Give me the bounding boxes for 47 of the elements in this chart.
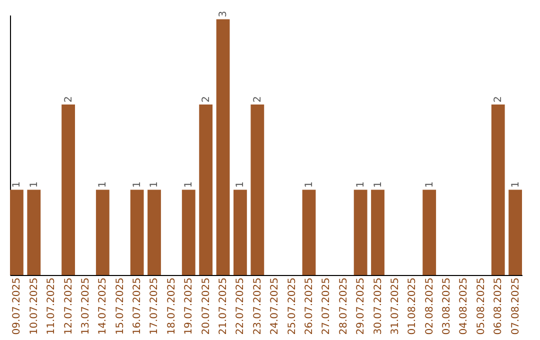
data-label: 1 xyxy=(149,181,160,188)
data-label: 1 xyxy=(372,181,384,188)
x-tick-label: 01.08.2025 xyxy=(407,278,418,335)
data-label: 1 xyxy=(235,181,246,188)
x-tick-label: 22.07.2025 xyxy=(235,278,246,335)
x-tick-label: 09.07.2025 xyxy=(12,278,23,335)
data-label: 1 xyxy=(424,181,436,188)
x-tick-label: 24.07.2025 xyxy=(270,278,281,335)
data-label: 1 xyxy=(184,181,195,188)
data-label: 3 xyxy=(218,10,230,18)
x-tick-label: 06.08.2025 xyxy=(493,278,504,335)
x-tick-label: 17.07.2025 xyxy=(149,278,160,335)
data-label: 2 xyxy=(252,96,264,103)
data-label: 2 xyxy=(63,96,74,103)
x-tick-label: 21.07.2025 xyxy=(218,278,230,335)
x-tick-label: 26.07.2025 xyxy=(304,278,315,335)
x-tick-label: 19.07.2025 xyxy=(184,278,195,335)
data-label: 1 xyxy=(98,181,109,188)
data-label: 1 xyxy=(510,181,522,188)
x-tick-label: 16.07.2025 xyxy=(132,278,144,335)
data-label: 1 xyxy=(28,181,40,188)
x-tick-label: 14.07.2025 xyxy=(98,278,109,335)
x-tick-label: 30.07.2025 xyxy=(372,278,384,335)
data-label: 1 xyxy=(12,181,23,188)
x-tick-label: 11.07.2025 xyxy=(46,278,58,335)
x-tick-label: 31.07.2025 xyxy=(390,278,401,335)
x-tick-label: 10.07.2025 xyxy=(28,278,40,335)
x-tick-label: 07.08.2025 xyxy=(510,278,522,335)
x-tick-label: 12.07.2025 xyxy=(63,278,74,335)
x-tick-label: 29.07.2025 xyxy=(356,278,367,335)
x-tick-label: 27.07.2025 xyxy=(321,278,332,335)
data-label: 1 xyxy=(356,181,367,188)
data-label: 1 xyxy=(132,181,144,188)
data-label: 1 xyxy=(304,181,315,188)
x-tick-label: 25.07.2025 xyxy=(286,278,298,335)
x-tick-label: 28.07.2025 xyxy=(338,278,350,335)
x-tick-label: 18.07.2025 xyxy=(166,278,178,335)
x-tick-label: 05.08.2025 xyxy=(476,278,487,335)
data-label: 2 xyxy=(493,96,504,103)
x-tick-label: 03.08.2025 xyxy=(442,278,453,335)
x-tick-label: 15.07.2025 xyxy=(114,278,126,335)
x-tick-label: 20.07.2025 xyxy=(200,278,212,335)
data-label: 2 xyxy=(200,96,212,103)
x-tick-label: 23.07.2025 xyxy=(252,278,264,335)
x-tick-label: 13.07.2025 xyxy=(80,278,92,335)
x-tick-label: 02.08.2025 xyxy=(424,278,436,335)
x-tick-label: 04.08.2025 xyxy=(458,278,470,335)
